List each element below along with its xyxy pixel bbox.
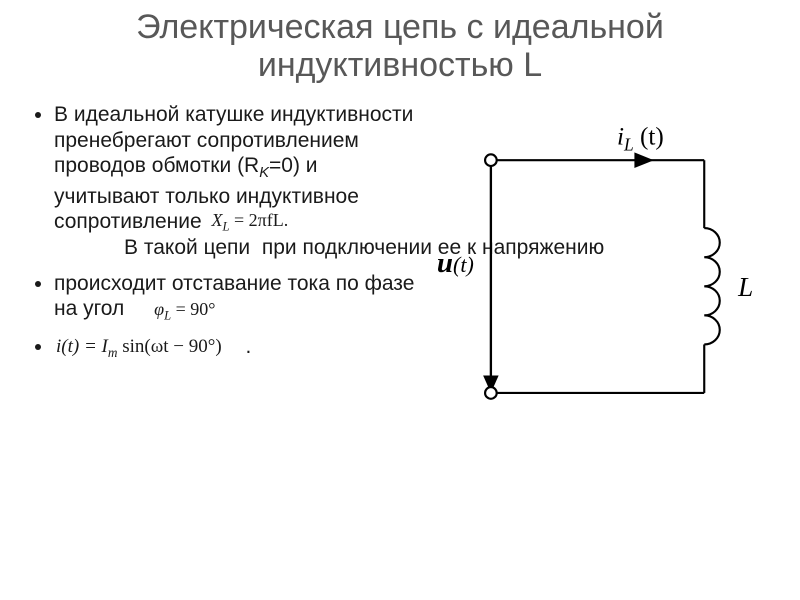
bullet-1: В идеальной катушке индуктивности пренеб… <box>54 102 415 260</box>
slide-title: Электрическая цепь с идеальной индуктивн… <box>28 8 772 84</box>
formula-xl-tail: = 2πfL. <box>230 210 289 230</box>
bullet-2-text: происходит отставание тока по фазе на уг… <box>54 272 414 321</box>
label-u-t: (t) <box>453 252 474 277</box>
bullet-2: происходит отставание тока по фазе на уг… <box>54 271 415 325</box>
formula-phi: φL = 90° <box>154 299 215 324</box>
arrow-current <box>634 153 653 169</box>
bullet-3: i(t) = Im sin(ωt − 90°) . <box>54 334 415 360</box>
label-L: L <box>737 272 753 302</box>
bullet-3-dot: . <box>246 335 252 358</box>
formula-phi-sym: φ <box>154 299 164 319</box>
terminal-bottom <box>485 387 497 399</box>
formula-it: i(t) = Im sin(ωt − 90°) <box>56 335 222 361</box>
formula-xl-x: X <box>211 210 222 230</box>
slide-root: Электрическая цепь с идеальной индуктивн… <box>0 0 800 600</box>
label-il-i: i <box>617 124 624 151</box>
diagram-column: iL (t) L u(t) <box>423 102 772 456</box>
formula-it-tail: sin(ωt − 90°) <box>117 336 221 357</box>
label-il: iL (t) <box>617 124 664 155</box>
bullet-1-sub-rk: K <box>259 166 269 182</box>
text-column: В идеальной катушке индуктивности пренеб… <box>28 102 423 371</box>
terminal-top <box>485 155 497 167</box>
label-u: u(t) <box>437 247 474 280</box>
label-u-sym: u <box>437 247 453 279</box>
bullet-1-pre: В идеальной катушке индуктивности пренеб… <box>54 103 413 177</box>
content-row: В идеальной катушке индуктивности пренеб… <box>28 102 772 456</box>
inductor-coil <box>704 228 720 344</box>
label-il-t: (t) <box>634 124 664 151</box>
circuit-svg: iL (t) L <box>423 102 772 451</box>
label-il-sub: L <box>623 135 634 155</box>
formula-it-head: i(t) = I <box>56 336 108 357</box>
formula-xl-sub: L <box>222 220 229 234</box>
formula-phi-tail: = 90° <box>171 299 215 319</box>
formula-xl: XL = 2πfL. <box>211 210 288 235</box>
bullet-list: В идеальной катушке индуктивности пренеб… <box>28 102 415 361</box>
